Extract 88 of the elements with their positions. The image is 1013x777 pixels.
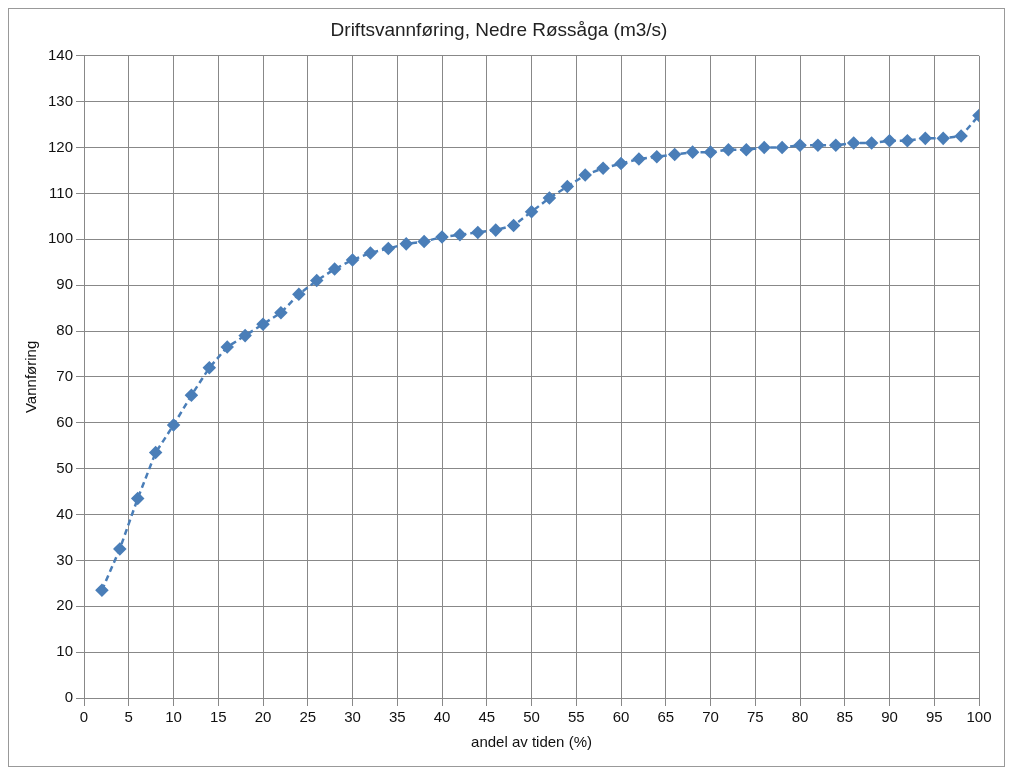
y-tick-label: 50: [56, 458, 74, 476]
point: [525, 205, 538, 219]
point: [149, 446, 162, 459]
x-tick-label: 40: [433, 708, 451, 726]
point: [740, 143, 753, 157]
y-axis-title: Vannføring: [22, 340, 40, 414]
point: [167, 418, 180, 432]
y-tick-label: 0: [64, 688, 74, 706]
x-tick-label: 70: [702, 708, 719, 726]
x-tick-label: 60: [612, 708, 630, 726]
point: [596, 161, 610, 175]
point: [185, 389, 198, 402]
point: [650, 150, 664, 163]
point: [722, 143, 735, 157]
point: [274, 306, 288, 319]
x-tick-label: 35: [388, 708, 406, 726]
point: [865, 136, 878, 150]
y-tick-label: 110: [49, 183, 74, 201]
point: [435, 230, 449, 244]
point: [382, 242, 395, 255]
x-tick-label: 85: [836, 708, 854, 726]
x-tick-label: 30: [344, 708, 361, 726]
point: [113, 542, 127, 556]
y-tick-label: 130: [48, 91, 74, 109]
point: [471, 226, 485, 239]
x-tick-label: 20: [254, 708, 272, 726]
point: [704, 145, 717, 159]
point: [95, 583, 109, 597]
x-tick-label: 5: [124, 708, 133, 726]
y-tick-label: 140: [48, 45, 74, 63]
point: [489, 223, 502, 237]
point: [346, 253, 359, 267]
point: [453, 228, 467, 241]
point: [310, 274, 323, 287]
point: [364, 246, 377, 260]
x-tick-label: 80: [791, 708, 809, 726]
point: [811, 139, 825, 152]
x-tick-label: 0: [79, 708, 89, 726]
y-tick-label: 90: [56, 275, 74, 293]
x-tick-label: 100: [966, 708, 992, 726]
point: [614, 157, 628, 170]
y-tick-label: 80: [56, 321, 74, 339]
point: [220, 340, 234, 354]
x-tick-label: 75: [746, 708, 764, 726]
point: [847, 136, 860, 150]
point: [561, 180, 574, 193]
y-tick-label: 120: [48, 137, 74, 155]
point: [328, 262, 341, 276]
point: [901, 134, 914, 147]
point: [417, 235, 431, 248]
point: [793, 139, 807, 152]
point: [668, 148, 681, 161]
x-tick-label: 25: [299, 708, 317, 726]
point: [632, 152, 646, 166]
point: [543, 191, 556, 205]
y-tick-label: 20: [56, 596, 74, 614]
y-tick-label: 40: [56, 504, 74, 522]
point: [829, 139, 843, 152]
point: [203, 361, 216, 374]
point: [256, 317, 270, 331]
x-tick-label: 95: [925, 708, 943, 726]
x-tick-label: 10: [165, 708, 182, 726]
point: [757, 141, 771, 154]
point: [883, 134, 896, 147]
point: [686, 145, 699, 159]
x-tick-label: 90: [881, 708, 898, 726]
chart-title: Driftsvannføring, Nedre Røssåga (m3/s): [330, 18, 668, 40]
y-tick-label: 70: [56, 367, 74, 385]
point: [954, 129, 968, 143]
x-tick-label: 55: [567, 708, 585, 726]
point: [238, 329, 252, 342]
y-tick-label: 60: [56, 412, 74, 430]
x-tick-label: 45: [478, 708, 496, 726]
point: [292, 288, 306, 301]
y-tick-label: 100: [48, 229, 74, 247]
point: [775, 141, 789, 154]
point: [507, 219, 520, 232]
point: [131, 492, 144, 505]
point: [936, 132, 950, 145]
x-tick-label: 50: [523, 708, 540, 726]
y-tick-label: 10: [56, 642, 74, 660]
point: [578, 168, 592, 182]
point: [919, 132, 932, 145]
x-axis-title: andel av tiden (%): [471, 733, 592, 751]
x-tick-label: 15: [209, 708, 227, 726]
x-tick-label: 65: [657, 708, 675, 726]
y-tick-label: 30: [56, 550, 74, 568]
point: [399, 237, 413, 251]
